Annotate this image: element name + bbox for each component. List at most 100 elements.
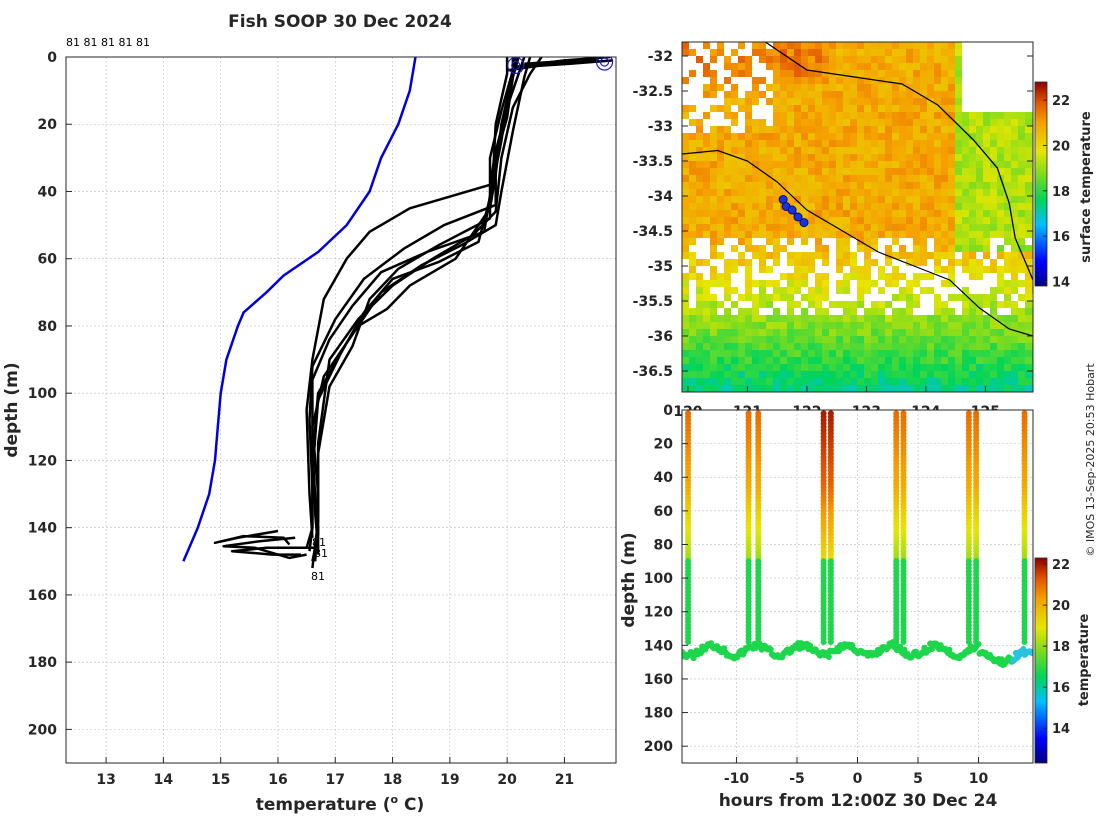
map-sst-cell [962, 112, 970, 120]
map-sst-cell [871, 371, 879, 379]
map-sst-cell [955, 98, 963, 106]
map-nodata-cell [689, 77, 697, 85]
map-sst-cell [822, 231, 830, 239]
timestamp: © IMOS 13-Sep-2025 20:53 Hobart [1084, 363, 1097, 557]
map-sst-cell [913, 203, 921, 211]
map-sst-cell [934, 343, 942, 351]
map-sst-cell [892, 147, 900, 155]
map-sst-cell [682, 168, 690, 176]
map-sst-cell [864, 49, 872, 57]
map-sst-cell [962, 252, 970, 260]
map-sst-cell [871, 322, 879, 330]
map-sst-cell [738, 154, 746, 162]
map-sst-cell [829, 98, 837, 106]
map-sst-cell [850, 91, 858, 99]
map-sst-cell [745, 238, 753, 246]
map-sst-cell [766, 217, 774, 225]
map-sst-cell [843, 42, 851, 50]
map-sst-cell [836, 350, 844, 358]
map-sst-cell [703, 378, 711, 386]
map-sst-cell [808, 294, 816, 302]
map-sst-cell [990, 357, 998, 365]
map-sst-cell [759, 343, 767, 351]
map-sst-cell [745, 378, 753, 386]
coastline [764, 42, 1033, 281]
map-sst-cell [899, 357, 907, 365]
map-sst-cell [766, 280, 774, 288]
map-sst-cell [717, 280, 725, 288]
map-sst-cell [871, 63, 879, 71]
map-sst-cell [808, 231, 816, 239]
map-nodata-cell [682, 70, 690, 78]
map-sst-cell [717, 105, 725, 113]
map-sst-cell [794, 105, 802, 113]
map-sst-cell [794, 56, 802, 64]
map-nodata-cell [1018, 287, 1026, 295]
ship-track-point [799, 218, 809, 228]
map-sst-cell [703, 154, 711, 162]
map-nodata-cell [1011, 294, 1019, 302]
map-sst-cell [955, 385, 963, 392]
map-sst-cell [871, 70, 879, 78]
map-sst-cell [710, 224, 718, 232]
map-sst-cell [815, 280, 823, 288]
map-nodata-cell [1025, 84, 1033, 92]
map-sst-cell [836, 378, 844, 386]
map-sst-cell [878, 105, 886, 113]
map-sst-cell [682, 385, 690, 392]
map-sst-cell [710, 343, 718, 351]
map-nodata-cell [689, 56, 697, 64]
map-sst-cell [948, 336, 956, 344]
end-label-2: 81 [314, 547, 328, 560]
map-nodata-cell [983, 308, 991, 316]
map-sst-cell [710, 245, 718, 253]
map-sst-cell [885, 119, 893, 127]
map-sst-cell [920, 343, 928, 351]
map-sst-cell [990, 133, 998, 141]
map-nodata-cell [990, 63, 998, 71]
map-sst-cell [871, 105, 879, 113]
map-sst-cell [892, 336, 900, 344]
map-sst-cell [787, 189, 795, 197]
map-sst-cell [696, 273, 704, 281]
map-sst-cell [871, 350, 879, 358]
map-sst-cell [976, 161, 984, 169]
map-sst-cell [969, 343, 977, 351]
map-nodata-cell [1025, 56, 1033, 64]
map-sst-cell [759, 154, 767, 162]
map-sst-cell [962, 238, 970, 246]
map-nodata-cell [976, 77, 984, 85]
map-sst-cell [927, 182, 935, 190]
deploy-marker-inner [599, 57, 610, 67]
map-sst-cell [759, 371, 767, 379]
map-sst-cell [962, 308, 970, 316]
map-sst-cell [710, 266, 718, 274]
map-nodata-cell [962, 280, 970, 288]
map-nodata-cell [934, 287, 942, 295]
map-sst-cell [836, 49, 844, 57]
map-sst-cell [836, 322, 844, 330]
map-nodata-cell [969, 98, 977, 106]
map-sst-cell [976, 133, 984, 141]
map-sst-cell [766, 196, 774, 204]
map-sst-cell [1011, 175, 1019, 183]
map-sst-cell [941, 126, 949, 134]
map-sst-cell [885, 105, 893, 113]
map-sst-cell [941, 252, 949, 260]
map-sst-cell [794, 154, 802, 162]
map-ytick: -32.5 [633, 84, 673, 100]
map-sst-cell [885, 133, 893, 141]
map-sst-cell [857, 49, 865, 57]
map-sst-cell [724, 336, 732, 344]
map-sst-cell [906, 133, 914, 141]
map-sst-cell [773, 161, 781, 169]
map-sst-cell [682, 252, 690, 260]
map-sst-cell [696, 224, 704, 232]
map-sst-cell [899, 119, 907, 127]
map-sst-cell [710, 329, 718, 337]
map-sst-cell [794, 196, 802, 204]
map-nodata-cell [857, 259, 865, 267]
map-sst-cell [927, 224, 935, 232]
section-cb-tick: 14 [1052, 722, 1070, 737]
map-sst-cell [829, 161, 837, 169]
